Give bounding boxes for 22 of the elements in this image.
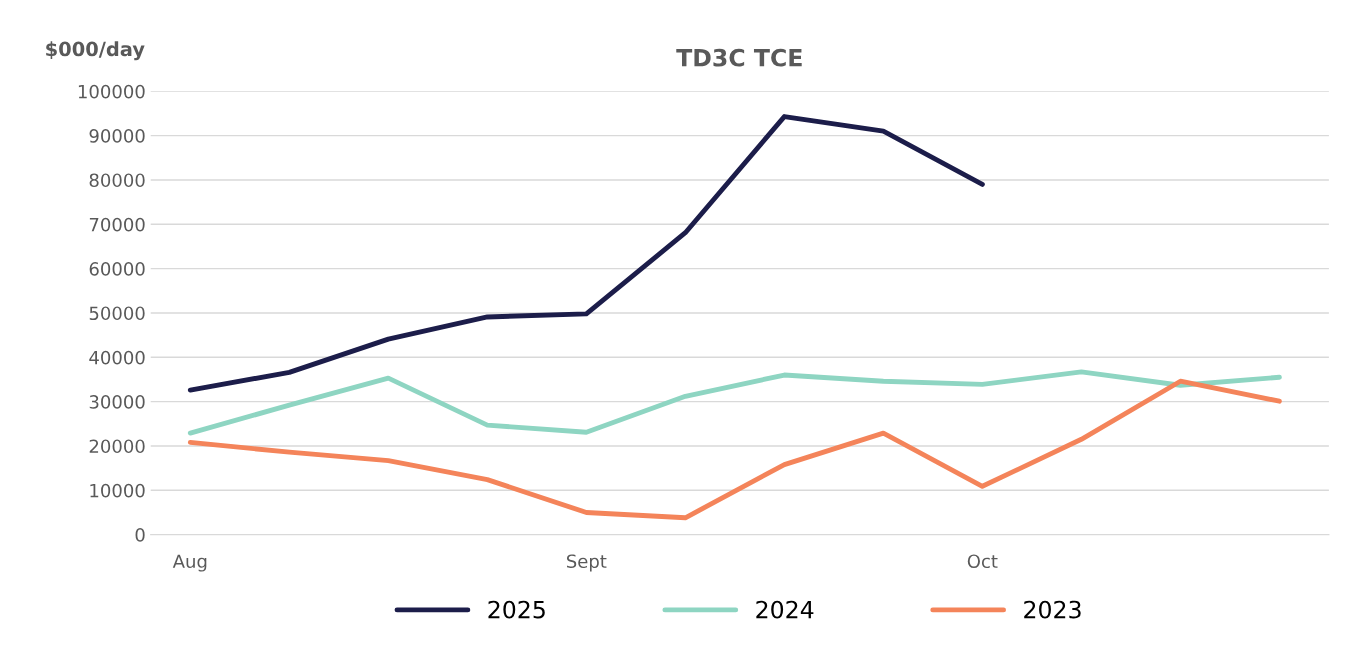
y-tick-label: 0 [135, 528, 145, 542]
y-tick-label: 70000 [89, 217, 145, 232]
y-tick-label: 90000 [89, 129, 145, 143]
line-series [187, 378, 1282, 521]
y-tick-label: 100000 [78, 84, 145, 99]
legend-label: 2024 [756, 600, 814, 619]
y-tick-label: 80000 [89, 173, 145, 188]
y-tick-label: 10000 [90, 483, 145, 498]
x-tick-label: Oct [967, 554, 998, 569]
chart-title: TD3C TCE [676, 48, 802, 67]
line-series [187, 114, 985, 393]
x-tick-label: Aug [172, 554, 207, 572]
x-tick-label: Sept [566, 554, 607, 572]
y-tick-label: 50000 [89, 306, 145, 321]
y-tick-label: 20000 [89, 439, 145, 454]
y-tick-label: 30000 [89, 395, 145, 409]
line-series [187, 369, 1282, 436]
legend-label: 2023 [1024, 600, 1081, 619]
y-tick-label: 60000 [89, 262, 145, 276]
legend-label: 2025 [488, 600, 545, 619]
y-tick-label: 40000 [89, 350, 145, 365]
y-axis-title: $000/day [46, 41, 145, 61]
